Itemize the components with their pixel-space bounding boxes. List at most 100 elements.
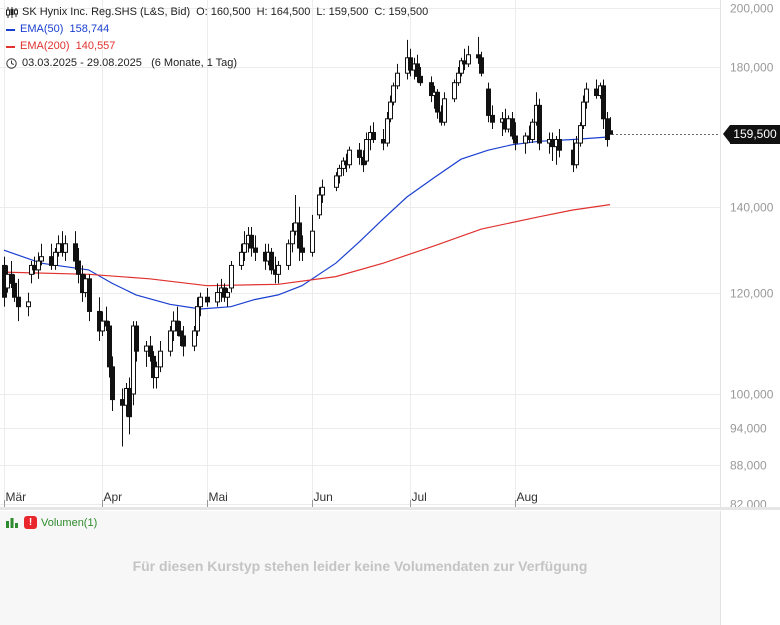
candle-body — [601, 85, 606, 120]
candle-body — [154, 366, 159, 379]
ema50-line — [3, 136, 611, 310]
candle — [107, 321, 112, 378]
candle — [584, 82, 589, 109]
candle — [16, 278, 21, 322]
panel-divider[interactable] — [0, 507, 780, 510]
candle-body — [510, 118, 515, 137]
candle — [320, 179, 325, 203]
volume-panel — [0, 511, 720, 625]
candle — [290, 222, 295, 253]
candle-body — [100, 320, 105, 332]
x-tick-label: Jul — [412, 490, 427, 504]
volume-header[interactable]: ! Volumen(1) — [6, 516, 97, 529]
candle — [347, 146, 352, 169]
legend-ohlc-row: SK Hynix Inc. Reg.SHS (L&S, Bid) O: 160,… — [6, 4, 434, 21]
candle-body — [131, 325, 136, 395]
candle-body — [110, 366, 115, 401]
legend-date-range: 03.03.2025 - 29.08.2025 — [22, 57, 142, 69]
candle-body — [229, 264, 234, 289]
candle-body — [242, 243, 247, 253]
candle — [12, 274, 17, 302]
candle-body — [479, 57, 484, 74]
candle — [490, 105, 495, 130]
candle-body — [168, 330, 173, 352]
candle-body — [87, 278, 92, 312]
candle — [357, 143, 362, 165]
candle — [334, 172, 339, 192]
legend-ema50-value: 158,744 — [69, 23, 110, 35]
candle — [476, 36, 481, 64]
candle — [510, 112, 515, 140]
candle-body — [537, 104, 542, 144]
candle-body — [144, 345, 149, 352]
candle-body — [198, 296, 203, 308]
candle — [466, 45, 471, 67]
price-chart[interactable]: 82,000 88,000 94,000 100,000 120,000 140,000 1… — [0, 0, 780, 510]
candle — [459, 57, 464, 77]
candle-body — [385, 118, 390, 144]
candle-body — [26, 301, 31, 308]
candle — [53, 248, 58, 270]
candle — [249, 227, 254, 257]
last-price-arrow — [723, 124, 730, 143]
candle-body — [249, 234, 254, 249]
candle-body — [456, 72, 461, 84]
candle — [181, 326, 186, 357]
candle-body — [39, 256, 44, 262]
candle-body — [371, 132, 376, 141]
candle — [276, 261, 281, 284]
candle-body — [357, 149, 362, 158]
candle-body — [391, 85, 396, 103]
x-tick-label: Mär — [6, 490, 27, 504]
candle-body — [476, 54, 481, 59]
candle-body — [605, 118, 610, 141]
candle-body — [178, 330, 183, 337]
y-tick-label: 88,000 — [730, 459, 767, 473]
ema200-swatch — [6, 45, 15, 48]
candle-body — [310, 230, 315, 253]
candle-body — [513, 135, 518, 144]
candle-body — [523, 135, 528, 144]
candle — [395, 63, 400, 90]
candle — [73, 231, 78, 270]
candle — [242, 231, 247, 262]
candle — [537, 98, 542, 151]
candle — [605, 112, 610, 147]
legend-instrument: SK Hynix Inc. Reg.SHS (L&S, Bid) — [22, 6, 191, 18]
candle-body — [73, 243, 78, 262]
legend-period-row[interactable]: 03.03.2025 - 29.08.2025 (6 Monate, 1 Tag… — [6, 55, 434, 72]
candle-body — [215, 292, 220, 303]
candle-body — [347, 149, 352, 166]
clock-icon — [6, 58, 17, 69]
legend-ema200-row[interactable]: EMA(200) 140,557 — [6, 38, 434, 55]
candle — [601, 79, 606, 130]
candle-body — [192, 330, 197, 347]
candle — [148, 335, 153, 362]
candle — [127, 377, 132, 435]
legend-period: (6 Monate, 1 Tag) — [151, 57, 238, 69]
legend-close: C: 159,500 — [374, 6, 429, 18]
last-price-value: 159,500 — [730, 124, 780, 144]
candle-body — [63, 243, 68, 253]
candle-body — [466, 54, 471, 65]
ema200-line — [3, 204, 611, 287]
candle-body — [429, 82, 434, 97]
candle-body — [530, 121, 535, 141]
candle-body — [290, 230, 295, 245]
candle-body — [578, 125, 583, 144]
candle-body — [317, 194, 322, 216]
candle-body — [127, 387, 132, 418]
warning-icon[interactable]: ! — [24, 516, 37, 529]
candle-body — [388, 101, 393, 120]
candle — [364, 132, 369, 165]
legend-low: L: 159,500 — [316, 6, 369, 18]
candle — [134, 321, 139, 362]
candle — [26, 292, 31, 317]
candle — [385, 112, 390, 147]
candle — [158, 340, 163, 373]
legend-open: O: 160,500 — [196, 6, 251, 18]
candle-body — [158, 350, 163, 368]
candle-body — [442, 98, 447, 123]
candle-body — [462, 60, 467, 65]
legend-ema50-row[interactable]: EMA(50) 158,744 — [6, 21, 434, 38]
